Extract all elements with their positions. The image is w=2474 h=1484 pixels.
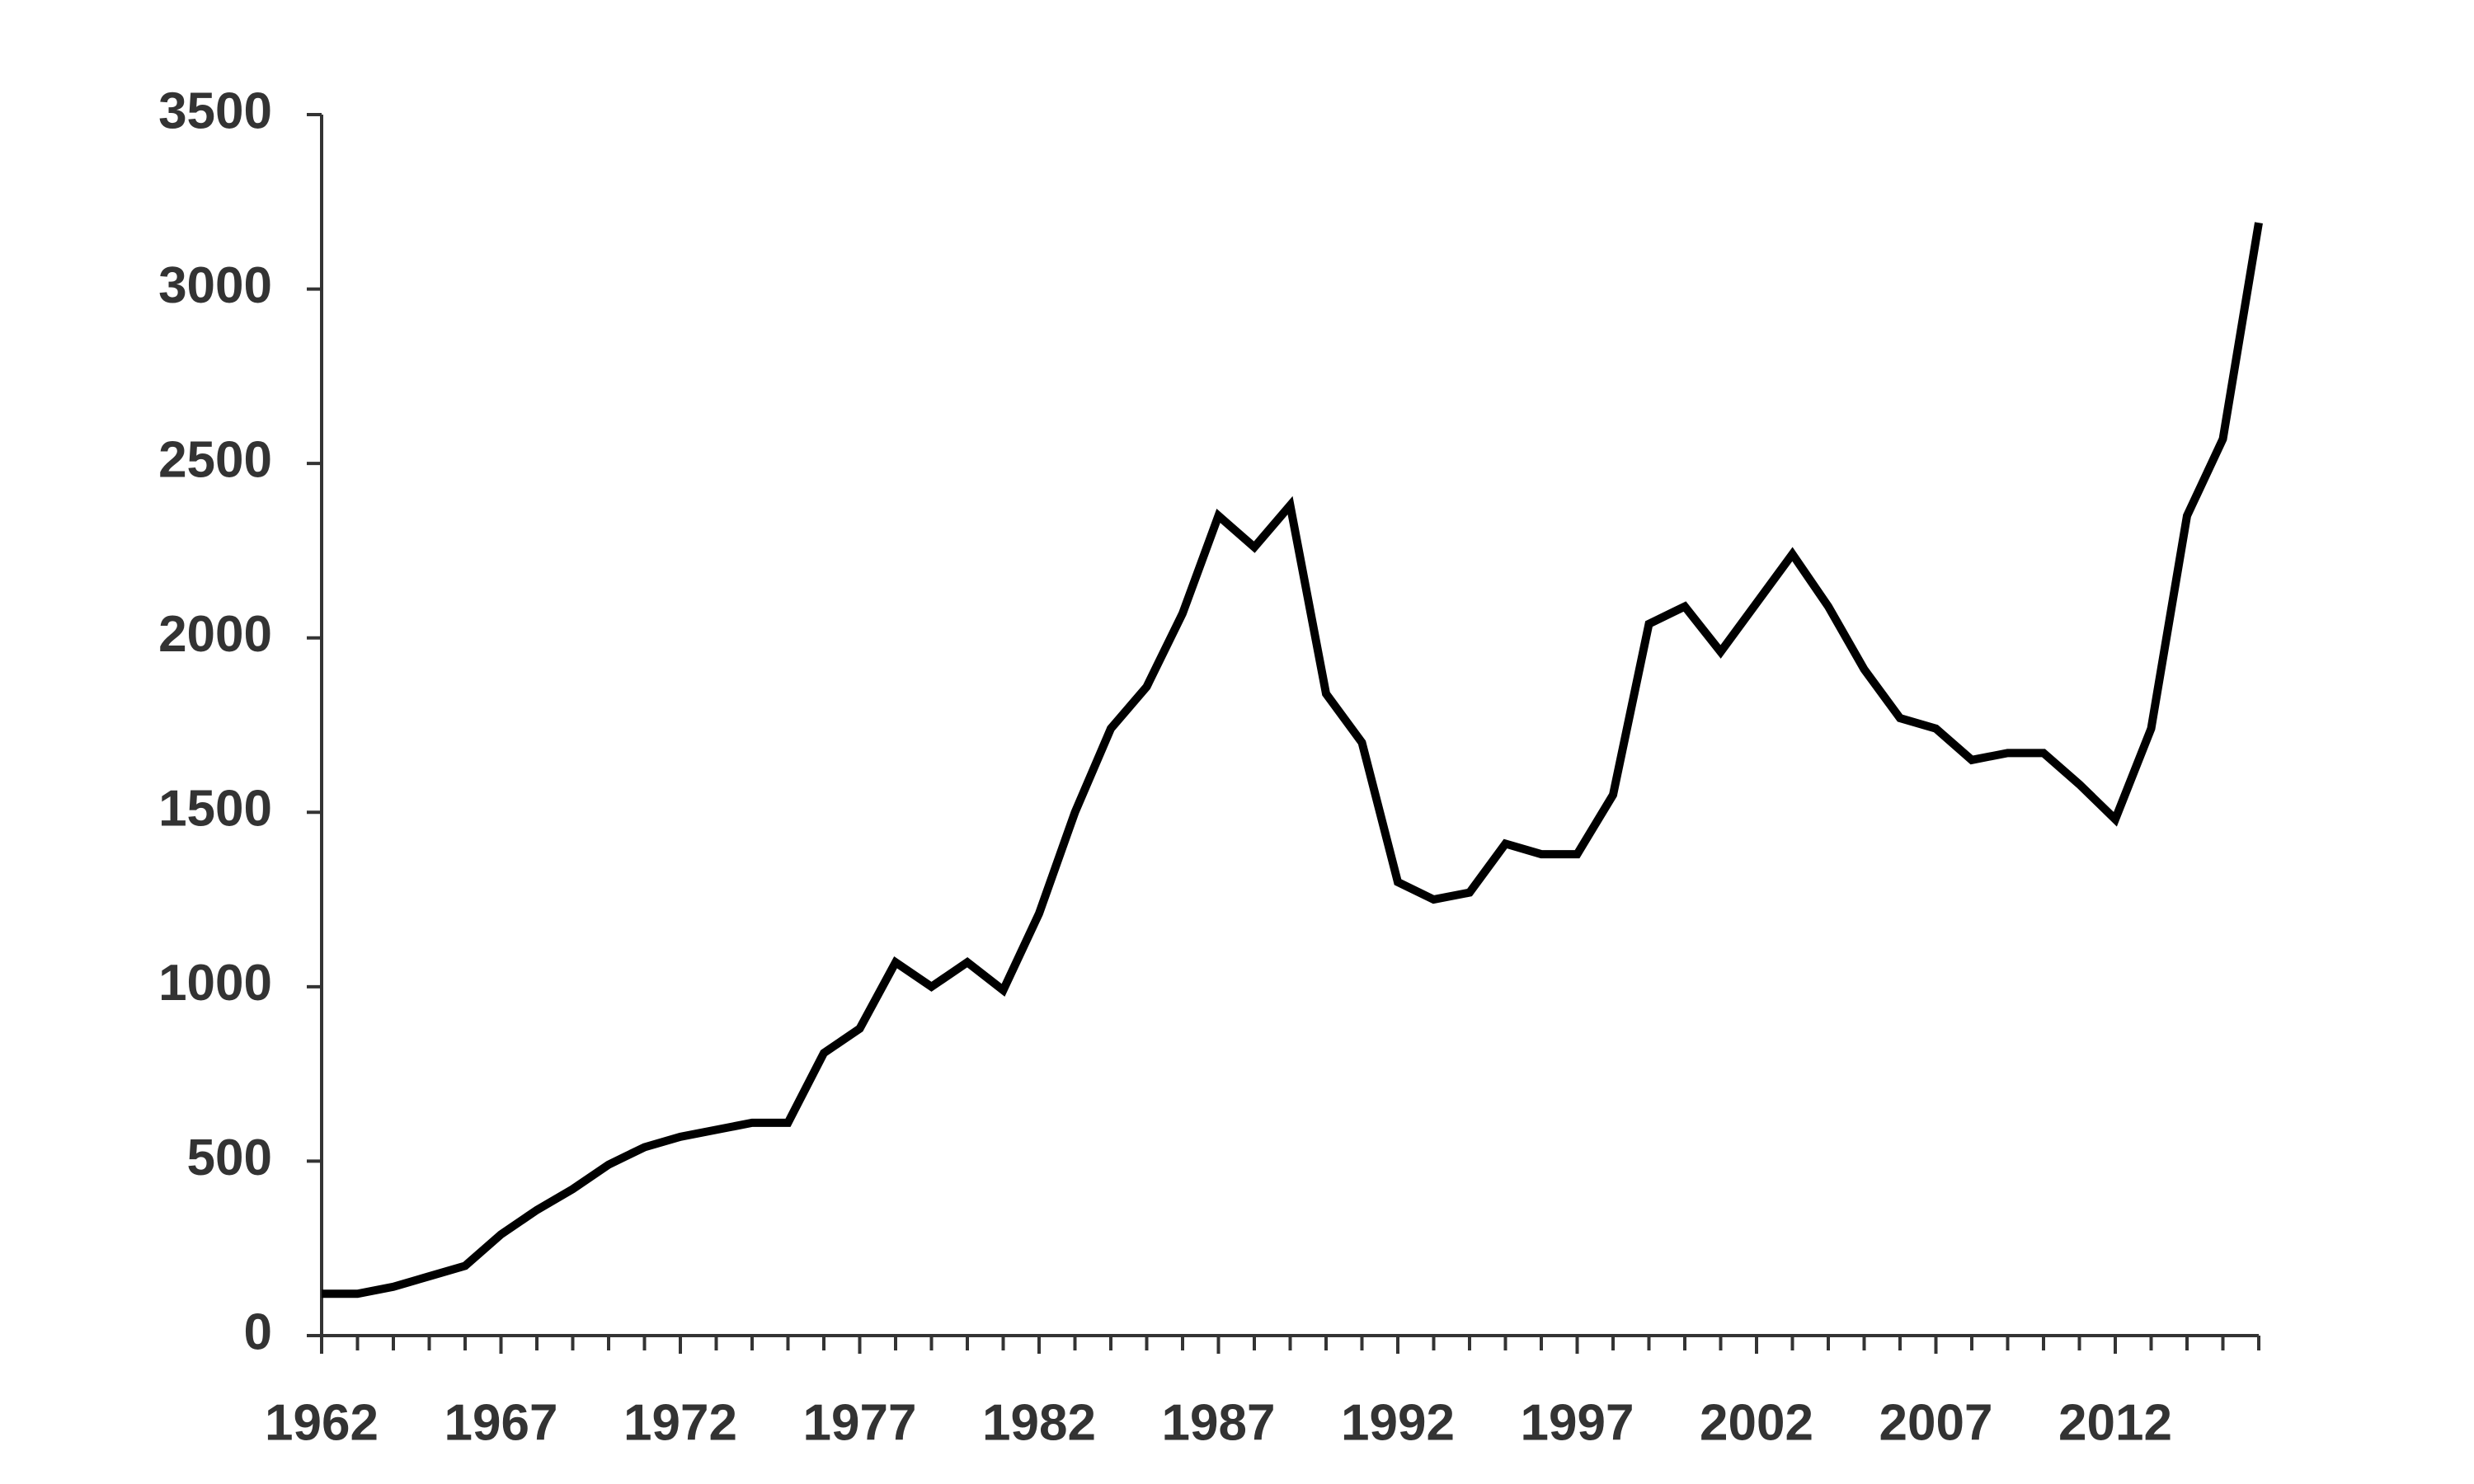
x-tick-label: 2007 (1879, 1394, 1993, 1451)
x-tick-label: 1992 (1341, 1394, 1455, 1451)
x-tick-label: 1977 (803, 1394, 917, 1451)
y-tick-label: 1500 (158, 781, 272, 838)
x-tick-label: 1987 (1162, 1394, 1276, 1451)
x-tick-label: 2002 (1700, 1394, 1813, 1451)
x-tick-label: 2012 (2058, 1394, 2172, 1451)
y-tick-label: 3000 (158, 257, 272, 314)
y-tick-label: 500 (187, 1129, 272, 1186)
x-tick-label: 1967 (444, 1394, 558, 1451)
x-tick-label: 1972 (623, 1394, 737, 1451)
y-tick-label: 2500 (158, 432, 272, 489)
y-tick-label: 2000 (158, 606, 272, 663)
x-tick-label: 1997 (1521, 1394, 1634, 1451)
x-tick-label: 1962 (265, 1394, 379, 1451)
y-tick-label: 1000 (158, 955, 272, 1012)
y-tick-label: 0 (244, 1303, 272, 1360)
x-tick-label: 1982 (982, 1394, 1096, 1451)
data-line (322, 222, 2263, 1298)
y-tick-label: 3500 (158, 82, 272, 139)
